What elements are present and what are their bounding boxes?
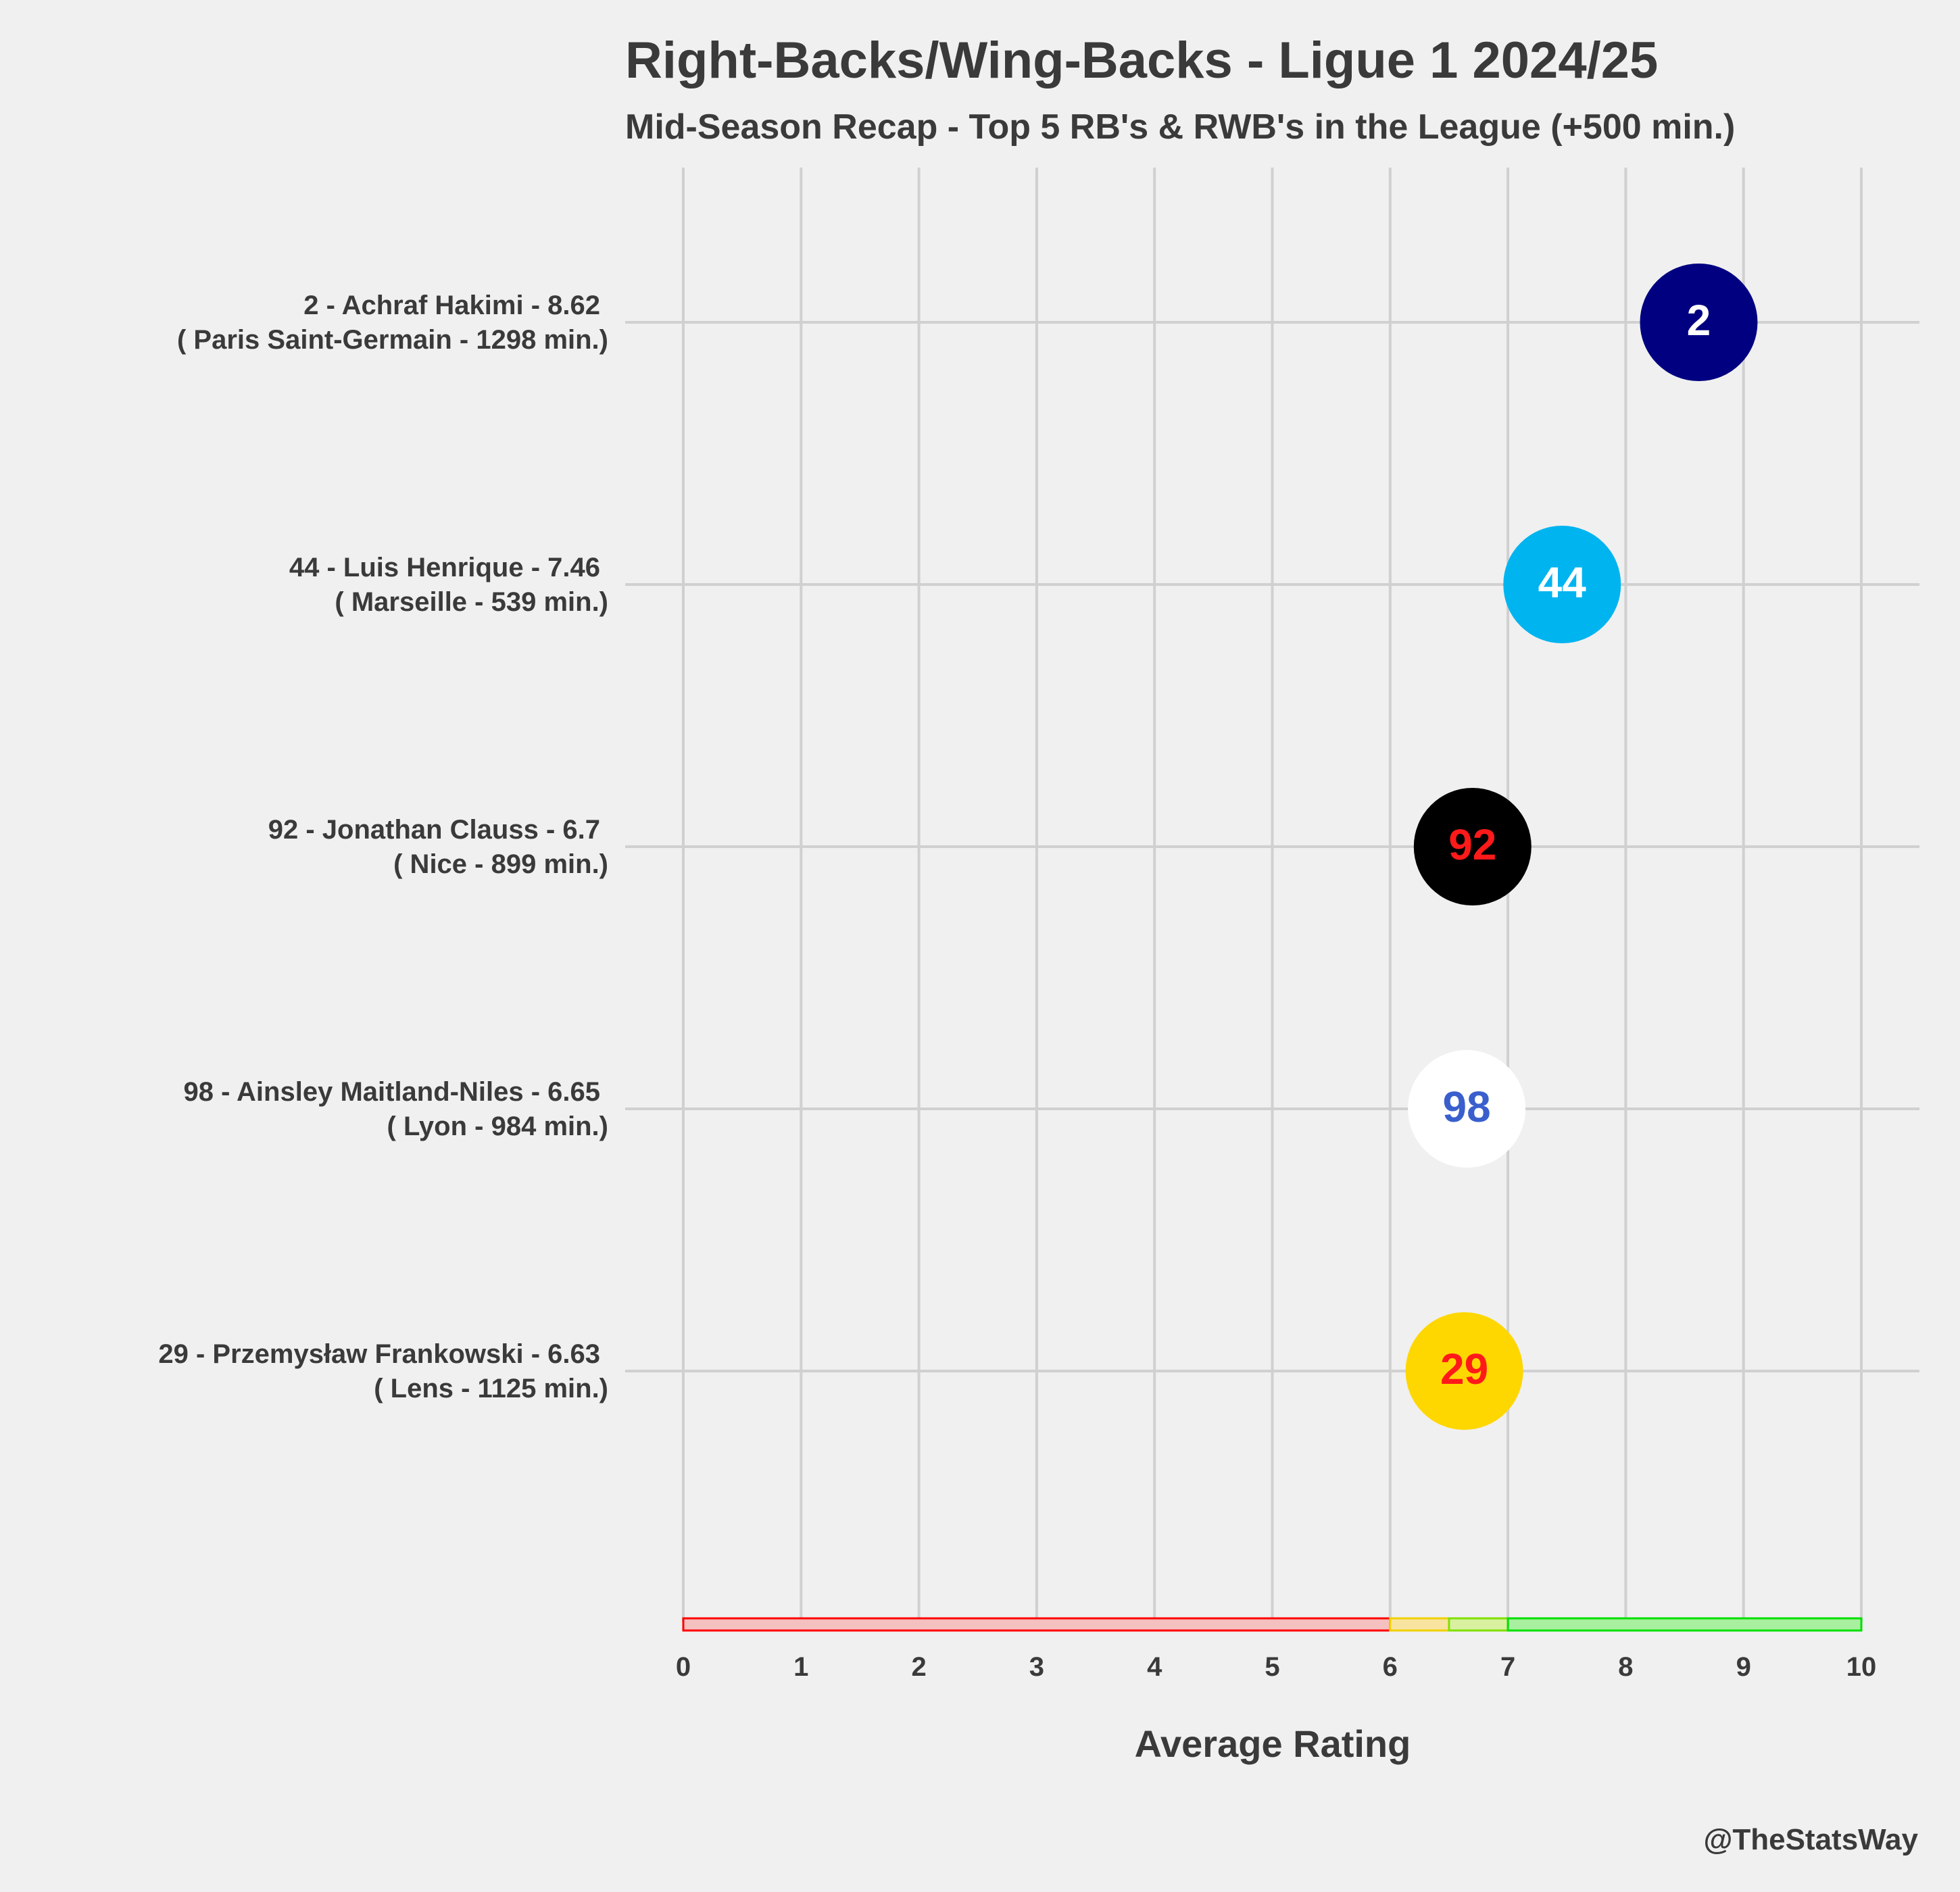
x-tick-label-2: 2 — [911, 1652, 926, 1682]
player-bubble-92: 92 — [1413, 788, 1532, 905]
x-tick-label-1: 1 — [793, 1652, 808, 1682]
vertical-grid — [682, 168, 1863, 1622]
x-tick-label-3: 3 — [1029, 1652, 1044, 1682]
player-label-29: 29 - Przemysław Frankowski - 6.63 — [158, 1339, 600, 1369]
player-label-98: 98 - Ainsley Maitland-Niles - 6.65 — [183, 1077, 600, 1107]
x-axis-label: Average Rating — [1135, 1722, 1411, 1765]
player-label-44: 44 - Luis Henrique - 7.46 — [289, 553, 600, 582]
rating-bands — [682, 1617, 1863, 1632]
player-bubble-29: 29 — [1405, 1312, 1523, 1430]
x-tick-label-9: 9 — [1736, 1652, 1751, 1682]
credit-label: @TheStatsWay — [1703, 1823, 1918, 1856]
x-tick-labels: 0 1 2 3 4 5 6 7 8 9 10 — [676, 1652, 1876, 1682]
player-label-92: 92 - Jonathan Clauss - 6.7 — [268, 815, 600, 845]
player-labels: 2 - Achraf Hakimi - 8.62 ( Paris Saint-Ge… — [158, 291, 608, 1403]
x-tick-label-6: 6 — [1383, 1652, 1398, 1682]
player-bubble-2: 2 — [1640, 264, 1758, 381]
x-tick-label-8: 8 — [1618, 1652, 1633, 1682]
bubble-circle-98 — [1408, 1050, 1526, 1168]
bubble-circle-92 — [1413, 788, 1532, 905]
bubble-number-92: 92 — [1448, 820, 1496, 869]
x-tick-label-7: 7 — [1500, 1652, 1515, 1682]
player-club-label-98: ( Lyon - 984 min.) — [387, 1112, 608, 1141]
bubble-circle-2 — [1640, 264, 1758, 381]
rating-band-2 — [1448, 1617, 1509, 1632]
player-club-label-92: ( Nice - 899 min.) — [393, 849, 608, 879]
player-club-label-44: ( Marseille - 539 min.) — [335, 587, 608, 617]
bubble-circle-29 — [1405, 1312, 1523, 1430]
bubble-number-29: 29 — [1440, 1345, 1488, 1393]
player-club-label-29: ( Lens - 1125 min.) — [374, 1374, 608, 1403]
bubble-number-44: 44 — [1538, 558, 1587, 607]
player-label-2: 2 - Achraf Hakimi - 8.62 — [303, 291, 600, 320]
player-bubble-44: 44 — [1503, 526, 1621, 643]
x-tick-label-5: 5 — [1265, 1652, 1279, 1682]
rating-band-0 — [682, 1617, 1392, 1632]
x-tick-label-0: 0 — [676, 1652, 691, 1682]
chart-subtitle: Mid-Season Recap - Top 5 RB's & RWB's in… — [625, 107, 1735, 147]
bubble-number-98: 98 — [1443, 1082, 1491, 1131]
bubble-circle-44 — [1503, 526, 1621, 643]
bubble-number-2: 2 — [1687, 296, 1711, 345]
player-club-label-2: ( Paris Saint-Germain - 1298 min.) — [177, 325, 608, 355]
player-bubble-98: 98 — [1408, 1050, 1526, 1168]
x-tick-label-4: 4 — [1147, 1652, 1162, 1682]
rating-band-3 — [1506, 1617, 1863, 1632]
x-tick-label-10: 10 — [1846, 1652, 1877, 1682]
rating-band-1 — [1389, 1617, 1450, 1632]
player-bubbles: 2 44 92 98 29 — [1405, 264, 1758, 1430]
chart-title: Right-Backs/Wing-Backs - Ligue 1 2024/25 — [625, 32, 1658, 89]
